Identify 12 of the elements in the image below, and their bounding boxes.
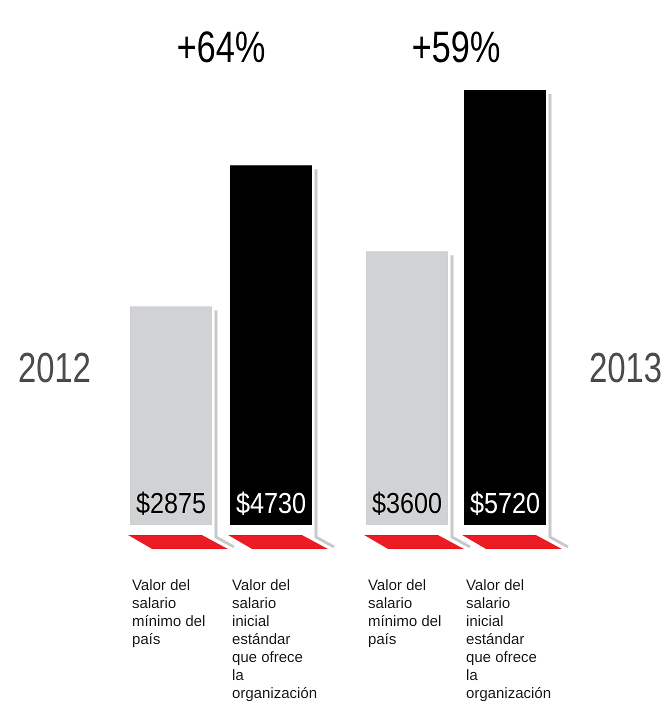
- x-tick-label: Valor del salario inicial estándar que ofrece la organización: [466, 577, 552, 702]
- x-tick-label: Valor del salario inicial estándar que ofrece la organización: [232, 577, 318, 702]
- x-tick-label: Valor del salario mínimo del país: [368, 577, 442, 648]
- text: +64%: [176, 22, 266, 72]
- data-label: $2875: [136, 488, 217, 520]
- text: 2013: [589, 344, 662, 391]
- data-label: $5720: [470, 488, 551, 520]
- x-tick-label: Valor del salario mínimo del país: [132, 577, 206, 648]
- data-label: $3600: [372, 488, 453, 520]
- text: 2012: [18, 344, 91, 391]
- text: +59%: [412, 22, 500, 72]
- data-label: $4730: [236, 488, 317, 520]
